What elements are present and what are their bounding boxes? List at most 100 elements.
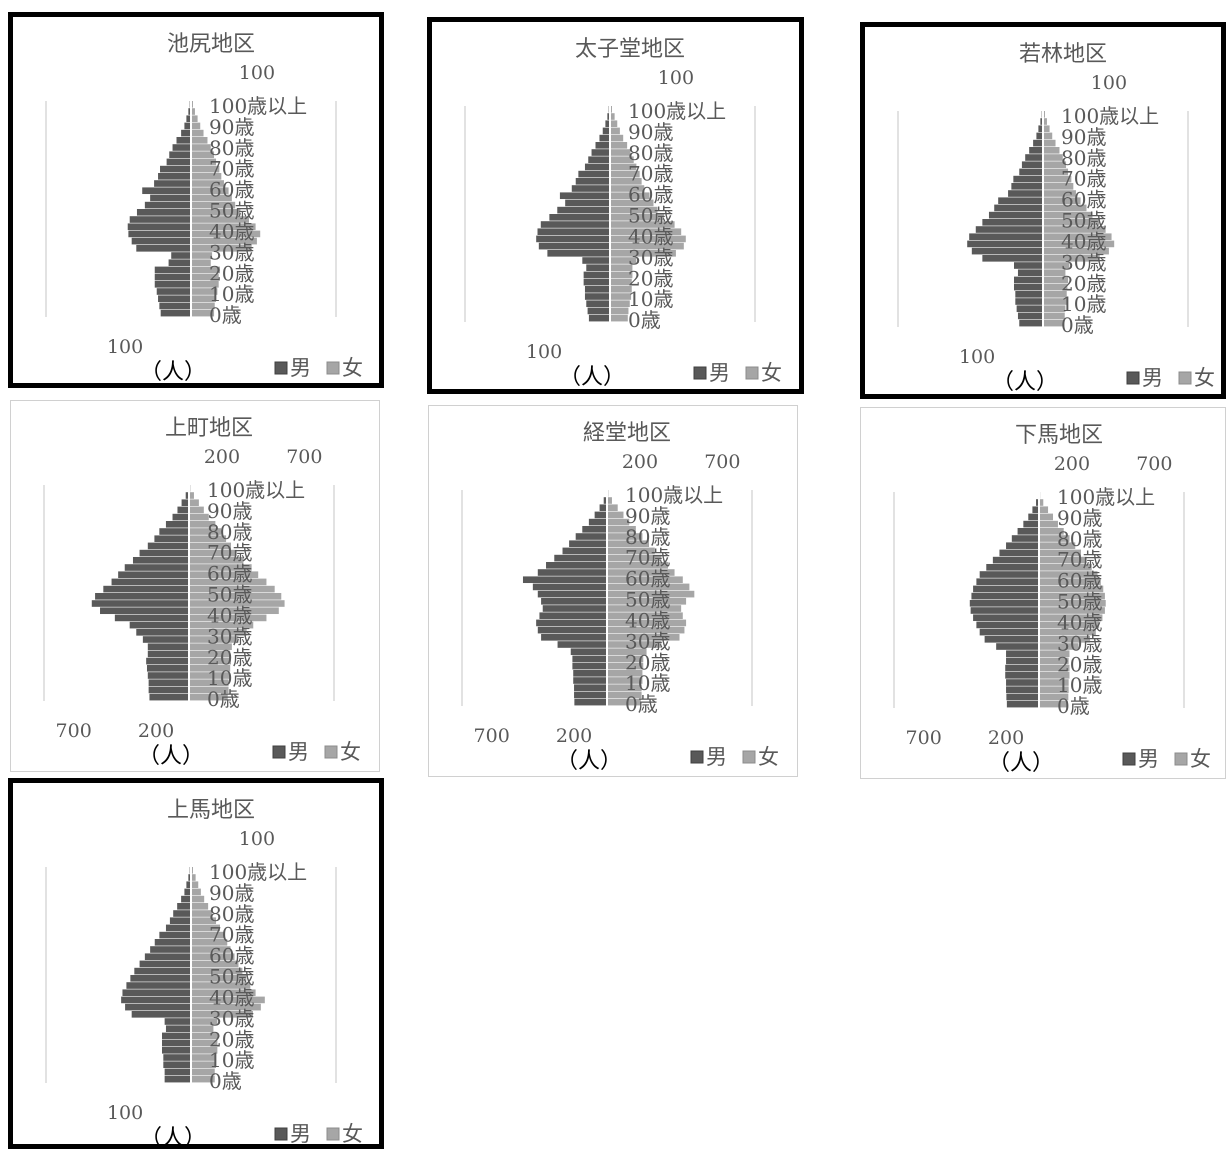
male-bar <box>162 1032 191 1040</box>
age-label: 80歳 <box>1057 527 1102 551</box>
male-bar <box>142 636 189 643</box>
age-label: 0歳 <box>628 308 661 332</box>
legend-male-swatch <box>690 750 704 764</box>
female-bar <box>191 194 232 202</box>
female-bar <box>607 547 655 555</box>
female-bar <box>191 967 243 975</box>
female-bar <box>189 693 228 701</box>
axis-tick-label: 700 <box>1136 453 1172 475</box>
female-bar <box>610 206 658 214</box>
female-bar <box>1043 132 1053 140</box>
age-label: 80歳 <box>625 525 670 549</box>
male-bar <box>574 698 607 706</box>
female-bar <box>191 895 205 903</box>
female-bar <box>1039 628 1096 636</box>
male-bar <box>114 614 189 622</box>
male-bar <box>994 204 1043 212</box>
male-bar <box>537 590 607 598</box>
unit-label: （人） <box>140 1126 206 1149</box>
female-bar <box>610 300 630 308</box>
female-bar <box>1039 528 1064 535</box>
male-bar <box>164 1075 191 1083</box>
age-label: 100歳以上 <box>1061 104 1159 128</box>
female-bar <box>1043 154 1063 161</box>
female-bar <box>1039 672 1070 679</box>
legend-male-swatch <box>693 366 707 380</box>
age-label: 80歳 <box>209 136 254 160</box>
female-bar <box>1043 226 1106 233</box>
male-bar <box>156 288 191 295</box>
male-bar <box>186 115 191 123</box>
female-bar <box>191 975 247 982</box>
male-bar <box>147 643 189 651</box>
male-bar <box>587 307 610 315</box>
male-bar <box>1005 672 1039 679</box>
female-bar <box>610 307 629 315</box>
female-bar <box>191 230 261 238</box>
male-bar <box>537 228 610 236</box>
male-bar <box>996 643 1039 650</box>
age-label: 90歳 <box>1061 125 1106 149</box>
male-bar <box>549 214 610 221</box>
age-label: 50歳 <box>625 588 670 612</box>
axis-tick-label: 100 <box>239 828 275 850</box>
legend-female-swatch <box>1178 371 1192 385</box>
female-bar <box>1039 564 1092 571</box>
axis-tick-label: 200 <box>622 451 658 473</box>
male-bar <box>1036 132 1043 140</box>
axis-tick-label: 700 <box>286 446 322 468</box>
male-bar <box>154 266 191 274</box>
axis-tick-label: 200 <box>1054 453 1090 475</box>
age-label: 0歳 <box>1061 313 1094 337</box>
male-bar <box>1014 283 1043 291</box>
female-bar <box>1039 650 1070 658</box>
male-bar <box>975 226 1043 233</box>
male-bar <box>1017 528 1039 535</box>
female-bar <box>189 643 232 651</box>
female-bar <box>189 499 199 507</box>
age-label: 70歳 <box>209 157 254 181</box>
male-bar <box>1006 657 1039 665</box>
age-label: 60歳 <box>1061 188 1106 212</box>
male-bar <box>603 497 607 504</box>
male-bar <box>973 614 1039 622</box>
male-bar <box>583 278 610 286</box>
male-bar <box>131 1011 191 1018</box>
legend-male-swatch <box>274 1127 288 1141</box>
female-bar <box>607 648 647 656</box>
age-label: 70歳 <box>625 546 670 570</box>
legend-female-label: 女 <box>1190 747 1211 771</box>
male-bar <box>1036 499 1039 506</box>
male-bar <box>1014 262 1043 269</box>
female-bar <box>1043 233 1112 241</box>
unit-label: （人） <box>992 370 1058 395</box>
female-bar <box>191 259 211 267</box>
female-bar <box>191 989 256 997</box>
male-bar <box>572 655 607 663</box>
female-bar <box>1043 305 1066 313</box>
age-label: 60歳 <box>209 944 254 968</box>
male-bar <box>541 598 607 605</box>
male-bar <box>569 540 607 548</box>
female-bar <box>191 1068 215 1076</box>
female-bar <box>191 180 224 187</box>
male-bar <box>122 989 191 997</box>
female-bar <box>1039 657 1069 665</box>
male-bar <box>127 223 191 231</box>
male-bar <box>165 924 191 932</box>
age-label: 60歳 <box>628 183 673 207</box>
male-bar <box>160 309 191 317</box>
legend-male-swatch <box>1122 752 1136 766</box>
female-bar <box>1043 168 1069 176</box>
female-bar <box>191 237 257 245</box>
age-label: 70歳 <box>209 923 254 947</box>
axis-tick-label: 200 <box>988 727 1024 749</box>
female-bar <box>1039 549 1082 557</box>
male-bar <box>146 665 189 672</box>
age-label: 60歳 <box>209 178 254 202</box>
age-label: 70歳 <box>1057 548 1102 572</box>
axis-tick-label: 700 <box>704 451 740 473</box>
male-bar <box>572 662 607 670</box>
